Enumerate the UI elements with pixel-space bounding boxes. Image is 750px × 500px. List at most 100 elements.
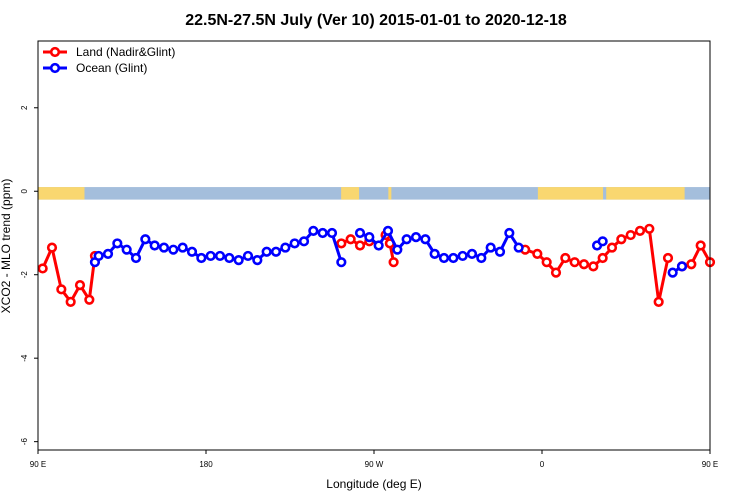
data-point — [130, 252, 142, 264]
x-tick-label: 90 E — [702, 460, 718, 469]
y-tick-label: -2 — [20, 271, 29, 279]
data-point — [644, 223, 655, 234]
data-point — [560, 252, 571, 264]
data-point — [270, 246, 282, 257]
x-tick-label: 0 — [540, 460, 545, 469]
data-point — [158, 242, 170, 253]
data-point — [140, 234, 151, 245]
data-point — [606, 242, 618, 253]
land-patch — [341, 187, 360, 200]
data-point — [280, 242, 291, 253]
legend-ocean-label: Ocean (Glint) — [76, 61, 147, 75]
data-point — [504, 227, 515, 239]
data-point — [84, 294, 95, 305]
data-point — [93, 250, 104, 262]
data-point — [102, 248, 114, 259]
data-point — [550, 267, 562, 278]
y-tick-label: 2 — [20, 105, 29, 110]
data-point — [289, 238, 300, 249]
y-tick-label: -6 — [20, 438, 29, 446]
data-point — [37, 263, 48, 274]
data-point — [65, 296, 76, 307]
land-patch — [388, 187, 392, 200]
land-ocean-mask — [38, 187, 710, 200]
data-point — [56, 284, 67, 295]
axis-ticks: 2 0 -2 -4 -6 90 E 180 90 W 0 90 E — [20, 105, 718, 469]
data-point — [336, 257, 347, 268]
x-tick-label: 90 E — [30, 460, 46, 469]
legend-land-label: Land (Nadir&Glint) — [76, 45, 175, 59]
y-tick-label: 0 — [20, 188, 29, 193]
x-axis-label: Longitude (deg E) — [326, 477, 421, 491]
data-point — [196, 252, 207, 264]
y-axis-label: XCO2 - MLO trend (ppm) — [0, 179, 13, 314]
data-point — [168, 244, 179, 255]
data-point — [401, 234, 412, 245]
data-point — [662, 252, 674, 264]
land-patch — [606, 187, 685, 200]
data-point — [653, 296, 664, 307]
data-point — [214, 250, 226, 262]
data-point — [448, 252, 459, 264]
legend-ocean-marker — [49, 62, 61, 74]
data-point — [578, 259, 590, 270]
data-point — [457, 250, 468, 262]
data-point — [252, 255, 263, 266]
data-series — [37, 223, 716, 307]
data-point — [420, 234, 431, 245]
data-point — [667, 267, 678, 278]
data-point — [112, 238, 123, 249]
data-point — [177, 242, 188, 253]
chart-title: 22.5N-27.5N July (Ver 10) 2015-01-01 to … — [185, 12, 567, 29]
series-line — [41, 246, 97, 304]
series-ocean — [89, 225, 688, 278]
data-point — [597, 236, 608, 247]
data-point — [186, 246, 198, 257]
data-point — [233, 255, 244, 266]
data-point — [149, 240, 160, 251]
data-point — [373, 240, 384, 251]
series-line — [340, 237, 370, 247]
data-point — [261, 246, 272, 257]
data-point — [345, 234, 356, 245]
data-point — [74, 280, 86, 291]
data-point — [317, 227, 328, 239]
y-tick-label: -4 — [20, 354, 29, 362]
data-point — [438, 252, 450, 264]
data-point — [494, 246, 506, 257]
data-point — [625, 229, 636, 241]
data-point — [634, 225, 646, 236]
land-patch — [537, 187, 604, 200]
data-point — [242, 250, 254, 262]
data-point — [364, 232, 375, 243]
data-point — [485, 242, 496, 253]
plot-frame — [37, 40, 711, 451]
data-point — [569, 257, 580, 268]
data-point — [392, 244, 403, 255]
x-tick-label: 90 W — [365, 460, 384, 469]
data-point — [532, 248, 543, 259]
data-point — [224, 252, 235, 264]
data-point — [382, 225, 394, 236]
data-point — [354, 227, 366, 239]
data-point — [121, 244, 132, 255]
x-tick-label: 180 — [199, 460, 213, 469]
data-point — [205, 250, 216, 262]
data-point — [588, 261, 599, 272]
data-point — [466, 248, 478, 259]
data-point — [597, 252, 608, 264]
data-point — [695, 240, 706, 251]
data-point — [326, 227, 338, 239]
data-point — [616, 234, 627, 245]
series-land — [37, 223, 716, 307]
legend-land-marker — [49, 46, 61, 58]
data-point — [298, 236, 310, 247]
data-point — [676, 261, 688, 272]
data-point — [388, 257, 399, 268]
data-point — [429, 248, 440, 259]
data-point — [541, 257, 552, 268]
data-point — [410, 232, 422, 243]
data-point — [686, 259, 697, 270]
data-point — [46, 242, 58, 253]
